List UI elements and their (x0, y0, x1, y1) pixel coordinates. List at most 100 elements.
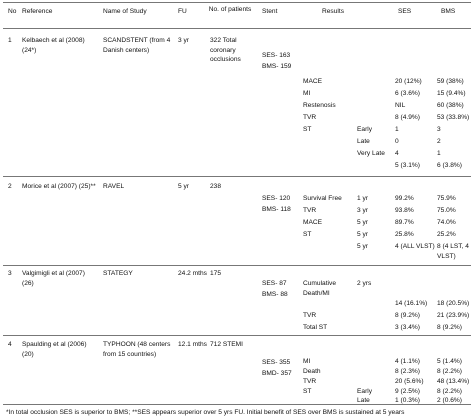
result-label: TVR (303, 207, 317, 214)
result-sub: 2 yrs (357, 280, 372, 287)
ses-value: 4 (1.1%) (395, 358, 420, 365)
header-cell: SES (398, 8, 412, 15)
bms-value: 15 (9.4%) (437, 90, 466, 97)
ses-value: 99.2% (395, 195, 414, 202)
bms-value: 60 (38%) (437, 102, 464, 109)
bms-value: 74.0% (437, 219, 456, 226)
reference: Valgimigli et al (2007) (26) (22, 270, 85, 287)
row-number: 3 (8, 270, 12, 277)
bms-value: 8 (4 LST, 4 VLST) (437, 243, 469, 260)
study-name: RAVEL (103, 183, 125, 190)
result-sub: Late (357, 138, 370, 145)
ses-value: NIL (395, 102, 406, 109)
patients: 712 STEMI (210, 341, 243, 348)
stent: SES- 87 (262, 280, 287, 287)
bms-value: 2 (437, 138, 441, 145)
ses-value: 25.8% (395, 231, 414, 238)
patients: 322 Total coronary occlusions (210, 37, 241, 63)
result-sub: 5 yr (357, 231, 368, 238)
ses-value: 9 (2.5%) (395, 388, 420, 395)
row-number: 2 (8, 183, 12, 190)
result-label: TVR (303, 114, 317, 121)
bms-value: 2 (0.6%) (437, 397, 462, 404)
ses-value: 89.7% (395, 219, 414, 226)
result-label: ST (303, 231, 312, 238)
result-label: TVR (303, 378, 317, 385)
follow-up: 24.2 mths (178, 270, 207, 277)
result-label: Death (303, 368, 321, 375)
header-cell: Reference (22, 8, 53, 15)
result-sub: 5 yr (357, 219, 368, 226)
stent: BMD- 357 (262, 370, 292, 377)
bms-value: 18 (20.5%) (437, 300, 470, 307)
row-rule (3, 176, 471, 177)
bms-value: 75.9% (437, 195, 456, 202)
result-sub: Early (357, 388, 373, 395)
reference: Spaulding et al (2006) (20) (22, 341, 87, 358)
ses-value: 6 (3.6%) (395, 90, 420, 97)
row-rule (3, 2, 471, 3)
ses-value: 20 (5.6%) (395, 378, 424, 385)
result-label: ST (303, 388, 312, 395)
header-cell: Stent (262, 8, 278, 15)
header-cell: Results (322, 8, 344, 15)
result-sub: 1 yr (357, 195, 368, 202)
row-rule (3, 404, 471, 405)
ses-value: 8 (2.3%) (395, 368, 420, 375)
bms-value: 3 (437, 126, 441, 133)
patients: 175 (210, 270, 222, 277)
result-label: ST (303, 126, 312, 133)
ses-value: 14 (16.1%) (395, 300, 428, 307)
result-label: Survival Free (303, 195, 342, 202)
patients: 238 (210, 183, 222, 190)
header-cell: No. of patients (208, 6, 252, 13)
ses-value: 5 (3.1%) (395, 162, 420, 169)
header-cell: BMS (441, 8, 456, 15)
result-label: TVR (303, 312, 317, 319)
result-sub: Early (357, 126, 373, 133)
ses-value: 8 (4.9%) (395, 114, 420, 121)
study-name: STATEGY (103, 270, 133, 277)
stent: SES- 163 (262, 52, 291, 59)
bms-value: 25.2% (437, 231, 456, 238)
follow-up: 3 yr (178, 37, 189, 44)
stent: BMS- 118 (262, 206, 291, 213)
study-name: SCANDSTENT (from 4 Danish centers) (103, 37, 171, 54)
result-label: MI (303, 358, 311, 365)
stent: BMS- 88 (262, 291, 288, 298)
result-label: MACE (303, 219, 323, 226)
header-cell: No (8, 8, 17, 15)
result-label: Total ST (303, 324, 328, 331)
reference: Morice et al (2007) (25)** (22, 183, 96, 190)
bms-value: 59 (38%) (437, 78, 464, 85)
bms-value: 75.0% (437, 207, 456, 214)
header-cell: Name of Study (103, 8, 147, 15)
reference: Kelbaech et al (2008) (24*) (22, 37, 85, 54)
bms-value: 21 (23.9%) (437, 312, 470, 319)
follow-up: 12.1 mths (178, 341, 207, 348)
bms-value: 8 (9.2%) (437, 324, 462, 331)
ses-value: 4 (ALL VLST) (395, 243, 435, 250)
row-rule (3, 265, 471, 266)
header-cell: FU (178, 8, 187, 15)
result-sub: 3 yr (357, 207, 368, 214)
result-sub: 5 yr (357, 243, 368, 250)
result-label: Restenosis (303, 102, 336, 109)
stent: BMS- 159 (262, 63, 292, 70)
result-sub: Very Late (357, 150, 385, 157)
ses-value: 0 (395, 138, 399, 145)
result-sub: Late (357, 397, 370, 404)
result-label: MACE (303, 78, 323, 85)
ses-value: 93.8% (395, 207, 414, 214)
row-rule (3, 28, 471, 29)
ses-value: 1 (0.3%) (395, 397, 420, 404)
ses-value: 8 (9.2%) (395, 312, 420, 319)
row-rule (3, 335, 471, 336)
ses-value: 20 (12%) (395, 78, 422, 85)
result-label: MI (303, 90, 311, 97)
bms-value: 5 (1.4%) (437, 358, 462, 365)
stent: SES- 120 (262, 195, 291, 202)
ses-value: 4 (395, 150, 399, 157)
follow-up: 5 yr (178, 183, 189, 190)
